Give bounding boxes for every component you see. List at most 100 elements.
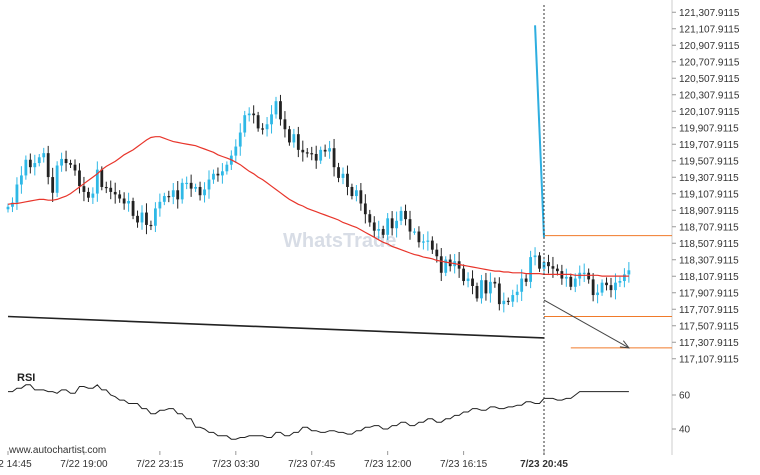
candle-body (6, 206, 10, 210)
candle-body (11, 202, 14, 207)
source-label: www.autochartist.com (8, 445, 106, 456)
candle-body (189, 182, 193, 189)
candle-body (69, 163, 72, 165)
candle-body (596, 292, 599, 296)
candle-body (256, 115, 260, 129)
candle-body (252, 113, 256, 116)
candle-body (323, 149, 327, 152)
candle-body (614, 282, 617, 291)
candle-body (466, 278, 470, 282)
y-axis-ticks: 121,307.9115 121,107.9115 120,907.9115 120,… (672, 8, 740, 436)
rsi-tick-label: 60 (679, 391, 691, 402)
y-tick-label: 120,907.9115 (679, 41, 740, 52)
forecast-arrow (543, 299, 630, 349)
candle-body (524, 278, 528, 282)
trend-lines (7, 25, 545, 339)
y-tick-label: 119,907.9115 (679, 123, 739, 134)
candle-body (42, 153, 46, 158)
candle-body (60, 158, 63, 166)
candle-body (430, 240, 434, 250)
candle-body (261, 128, 264, 130)
candle-body (283, 119, 287, 130)
candle-body (305, 152, 309, 154)
y-tick-label: 117,507.9115 (679, 321, 739, 332)
candle-body (100, 169, 104, 187)
candle-body (203, 189, 206, 196)
candle-body (341, 173, 345, 178)
candle-body (587, 272, 591, 280)
candle-body (605, 282, 608, 286)
candle-body (381, 229, 385, 235)
candle-body (20, 175, 23, 185)
candle-body (363, 203, 367, 215)
candle-body (243, 115, 247, 133)
candle-body (37, 157, 41, 164)
rsi-tick-label: 40 (679, 425, 691, 436)
candle-body (167, 196, 171, 198)
candle-body (511, 295, 515, 302)
candle-body (73, 164, 77, 171)
candle-body (95, 169, 99, 194)
candle-body (270, 114, 273, 125)
candle-body (444, 259, 448, 273)
candle-body (212, 173, 215, 180)
candle-body (279, 101, 282, 120)
moving-average (7, 136, 629, 277)
candle-body (46, 153, 50, 178)
candle-body (627, 270, 631, 275)
forecast-arrow-line (543, 299, 630, 349)
candle-body (55, 165, 59, 193)
candle-body (15, 184, 19, 203)
candle-body (332, 148, 336, 168)
rsi-label: RSI (17, 372, 35, 384)
candle-body (408, 219, 412, 232)
candle-body (390, 218, 394, 229)
candle-body (221, 171, 224, 176)
x-tick-label: 7/22 19:00 (60, 459, 108, 470)
candle-body (158, 201, 162, 209)
candle-body (328, 148, 331, 152)
y-tick-label: 119,307.9115 (679, 173, 739, 184)
candle-body (609, 285, 613, 291)
candle-body (506, 300, 510, 303)
candle-body (180, 182, 184, 200)
candle-body (109, 187, 113, 192)
forecast-arrow-head (619, 340, 630, 349)
y-tick-label: 121,307.9115 (679, 8, 740, 19)
candle-body (24, 159, 28, 176)
candle-body (234, 146, 238, 156)
y-tick-label: 119,107.9115 (679, 189, 739, 200)
y-tick-label: 120,707.9115 (679, 57, 740, 68)
candle-body (480, 280, 483, 299)
x-axis-ticks: 7/22 14:45 7/22 19:00 7/22 23:15 7/23 03:30… (0, 451, 568, 470)
candle-body (462, 268, 465, 282)
candle-body (372, 222, 376, 231)
candle-body (319, 149, 323, 161)
candle-body (350, 186, 354, 197)
candle-body (176, 190, 180, 200)
candle-body (417, 231, 421, 243)
y-tick-label: 121,107.9115 (679, 24, 740, 35)
support-line (7, 315, 545, 339)
candle-body (185, 182, 189, 185)
y-tick-label: 117,707.9115 (679, 305, 739, 316)
candle-body (145, 212, 148, 225)
candle-body (529, 257, 532, 282)
y-tick-label: 118,507.9115 (679, 239, 739, 250)
y-tick-label: 120,307.9115 (679, 90, 740, 101)
candle-body (104, 186, 108, 189)
candle-body (247, 113, 251, 116)
candle-body (64, 158, 68, 164)
rsi-panel: RSI (8, 372, 629, 440)
x-tick-label: 7/23 07:45 (288, 459, 336, 470)
x-tick-label: 7/23 20:45 (520, 459, 568, 470)
candle-body (582, 272, 586, 274)
candle-body (484, 280, 488, 294)
x-tick-label: 7/22 14:45 (0, 459, 32, 470)
candle-body (497, 283, 501, 305)
y-tick-label: 120,107.9115 (679, 107, 740, 118)
candle-body (127, 201, 130, 204)
y-tick-label: 120,507.9115 (679, 74, 740, 85)
candle-body (310, 153, 314, 155)
candle-body (82, 186, 86, 192)
